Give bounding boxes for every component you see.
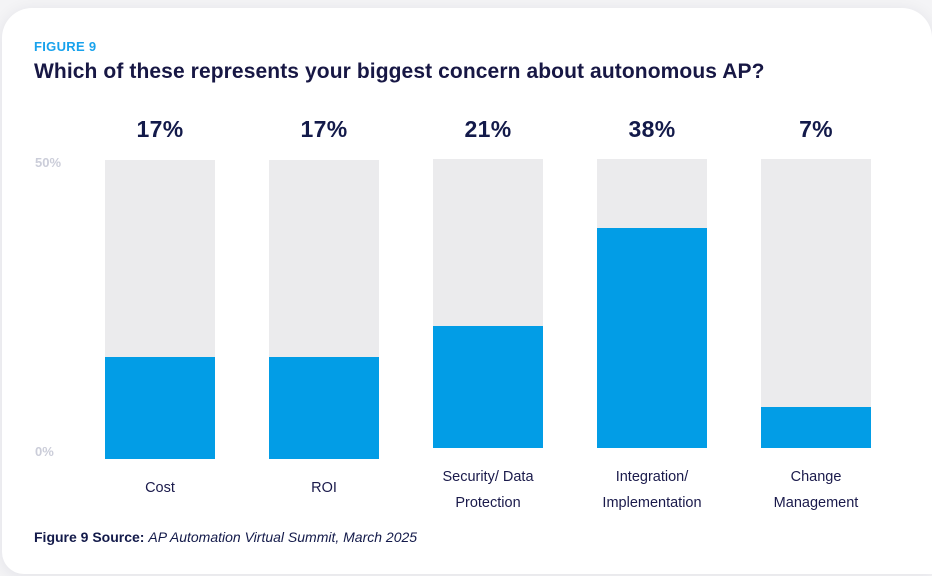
bar-value-label: 7%	[799, 116, 833, 142]
bar-fill	[597, 228, 707, 448]
bar-track	[597, 158, 707, 448]
figure-number-label: FIGURE 9	[34, 39, 97, 54]
bar-track	[761, 158, 871, 448]
source-caption: Figure 9 Source: AP Automation Virtual S…	[34, 529, 417, 545]
bar-column: 21% Security/ Data Protection	[433, 116, 543, 516]
bar-fill	[433, 326, 543, 448]
source-caption-text: AP Automation Virtual Summit, March 2025	[148, 529, 418, 545]
bar-value-label: 21%	[464, 116, 512, 142]
chart-title: Which of these represents your biggest c…	[34, 60, 765, 83]
bar-category-label: Cost	[145, 480, 175, 496]
bar-value-label: 17%	[300, 116, 348, 142]
bar-column: 17% ROI	[269, 116, 379, 516]
y-axis-tick-0: 0%	[35, 444, 54, 459]
bar-category-label: Integration/Implementation	[602, 469, 702, 511]
bar-category-label: ROI	[311, 480, 337, 496]
source-caption-prefix: Figure 9 Source:	[34, 529, 145, 545]
y-axis-tick-50: 50%	[35, 155, 62, 170]
figure-card: FIGURE 9 Which of these represents your …	[2, 8, 932, 574]
bar-track	[269, 160, 379, 459]
bar-chart: 17% Cost 17% ROI 21% Security/ Data Prote…	[105, 116, 871, 516]
bar-column: 38% Integration/Implementation	[597, 116, 707, 516]
bar-column: 17% Cost	[105, 116, 215, 516]
bar-column: 7% Change Management	[761, 116, 871, 516]
bar-track	[433, 158, 543, 448]
bar-value-label: 38%	[628, 116, 676, 142]
bar-fill	[761, 407, 871, 448]
bar-category-label: Change Management	[773, 469, 859, 511]
bar-category-label: Security/ Data Protection	[442, 469, 534, 511]
bar-track	[105, 160, 215, 459]
bar-fill	[269, 357, 379, 459]
bar-value-label: 17%	[136, 116, 184, 142]
bar-fill	[105, 357, 215, 459]
